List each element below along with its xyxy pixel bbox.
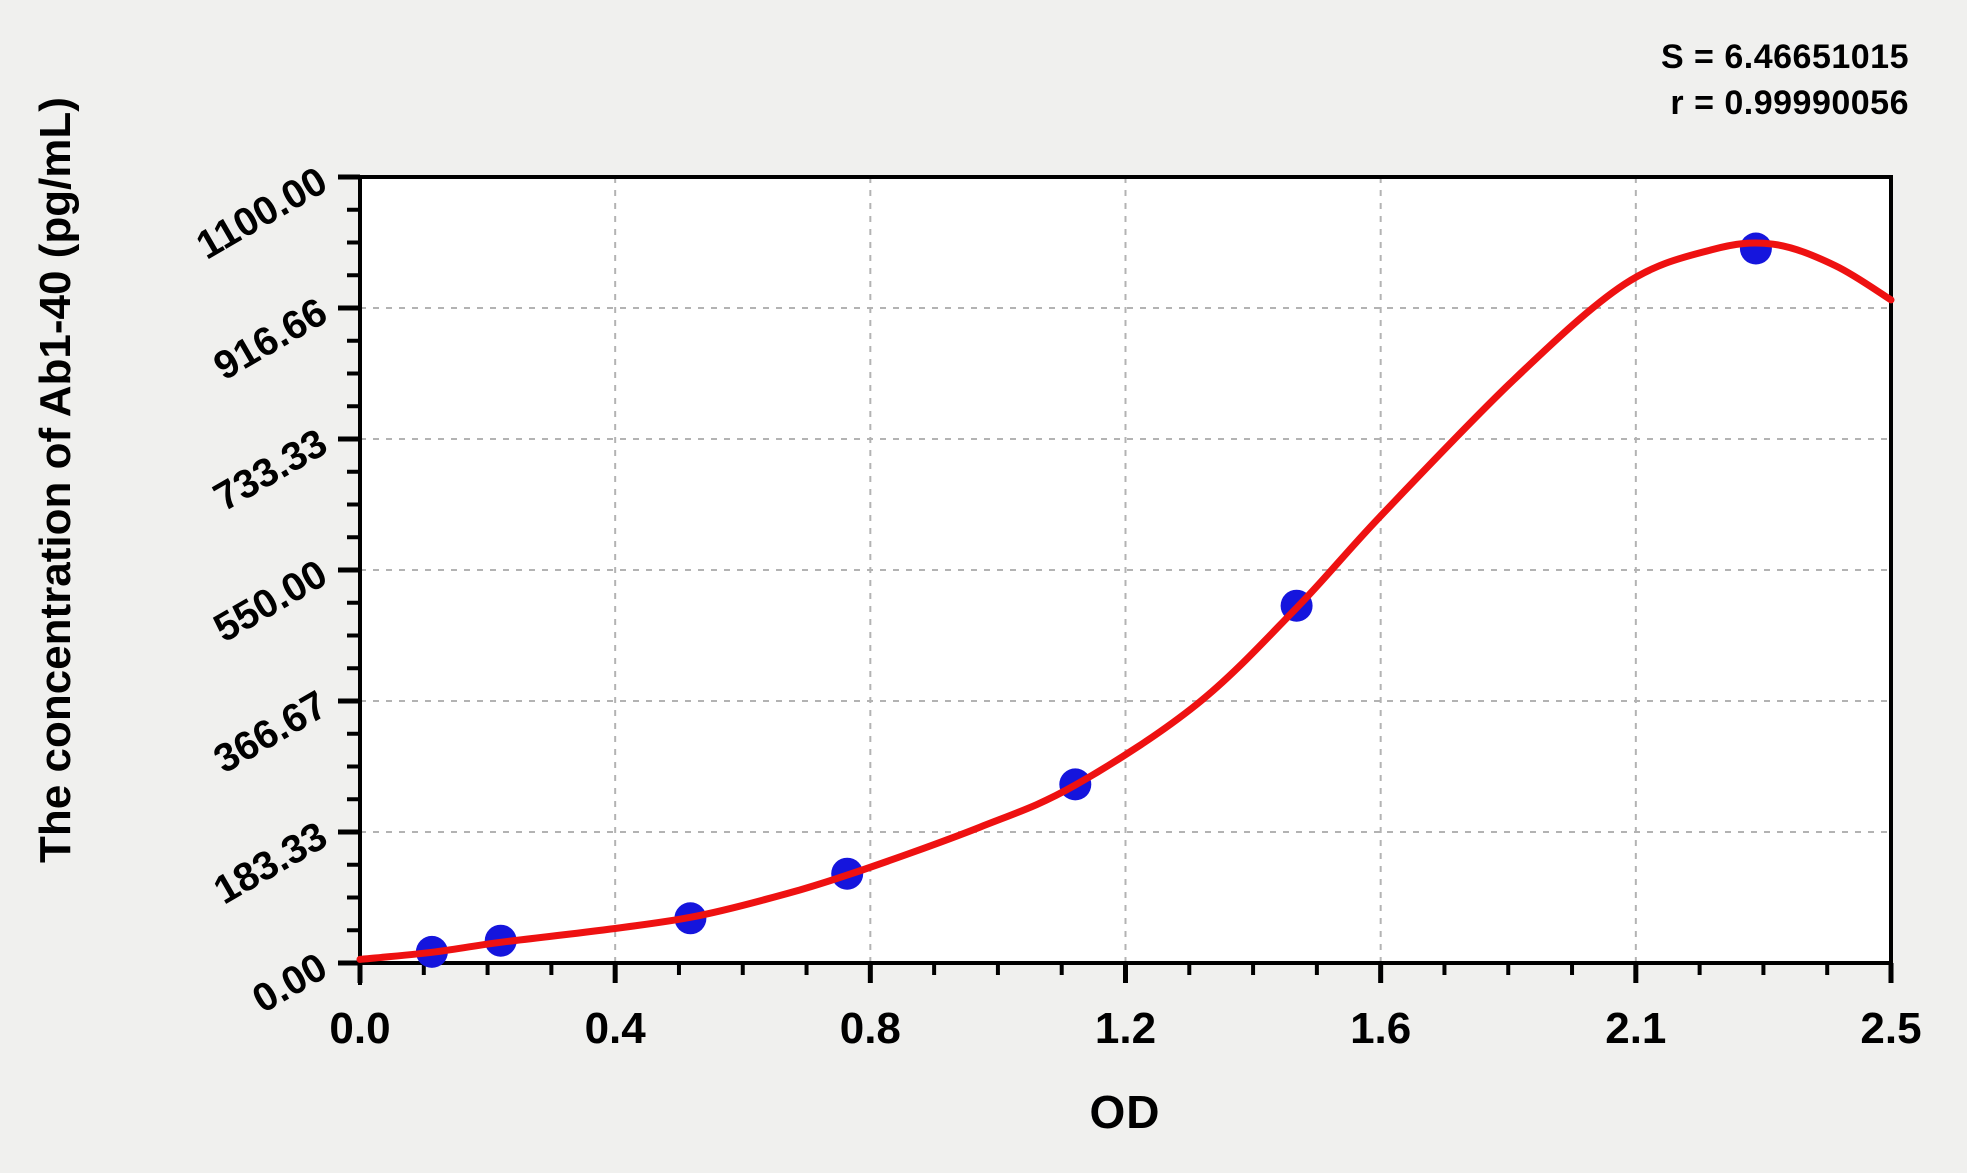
x-tick-label: 0.4 [585, 1004, 647, 1053]
x-tick-label: 2.1 [1605, 1004, 1666, 1053]
x-tick-label: 0.0 [329, 1004, 390, 1053]
gridlines [360, 177, 1891, 963]
x-tick-label: 2.5 [1860, 1004, 1921, 1053]
y-tick-label: 550.00 [207, 552, 335, 651]
y-tick-label: 733.33 [207, 421, 335, 520]
y-tick-label: 1100.00 [189, 159, 334, 268]
y-tick-label: 916.66 [207, 290, 335, 389]
x-tick-label: 0.8 [840, 1004, 901, 1053]
fit-curve [356, 239, 1895, 963]
data-point [1739, 232, 1772, 265]
x-axis-title: OD [1089, 1086, 1161, 1138]
fit-statistics: S = 6.46651015 r = 0.99990056 [1661, 34, 1909, 126]
x-tick-label: 1.6 [1350, 1004, 1411, 1053]
y-tick-label: 0.00 [245, 945, 334, 1022]
y-tick-label: 366.67 [207, 683, 335, 782]
stat-s: S = 6.46651015 [1660, 38, 1909, 76]
x-tick-label: 1.2 [1095, 1004, 1156, 1053]
stat-r: r = 0.99990056 [1670, 84, 1909, 122]
axis-ticks [338, 174, 1894, 983]
y-tick-label: 183.33 [207, 814, 335, 913]
